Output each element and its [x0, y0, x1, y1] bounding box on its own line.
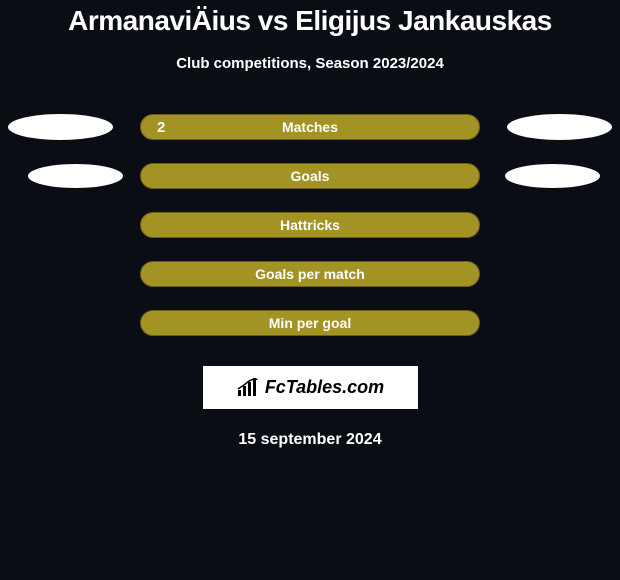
player-right-avatar — [507, 114, 612, 140]
comparison-title: ArmanaviÄius vs Eligijus Jankauskas — [68, 5, 552, 37]
stat-label: Goals — [291, 168, 330, 184]
chart-icon — [236, 378, 260, 398]
stat-bar: Hattricks — [140, 212, 480, 238]
player-left-avatar — [8, 114, 113, 140]
stat-value-left: 2 — [157, 119, 165, 136]
stat-row-goals-per-match: Goals per match — [0, 261, 620, 287]
stats-container: 2 Matches Goals Hattricks Goals per matc… — [0, 114, 620, 336]
stat-bar: 2 Matches — [140, 114, 480, 140]
branding-text: FcTables.com — [265, 377, 384, 398]
stat-bar: Goals — [140, 163, 480, 189]
stat-row-matches: 2 Matches — [0, 114, 620, 140]
player-left-avatar — [28, 164, 123, 188]
branding-box[interactable]: FcTables.com — [203, 366, 418, 409]
stat-row-goals: Goals — [0, 163, 620, 189]
comparison-subtitle: Club competitions, Season 2023/2024 — [176, 55, 444, 72]
stat-label: Hattricks — [280, 217, 340, 233]
stat-bar: Min per goal — [140, 310, 480, 336]
stat-label: Min per goal — [269, 315, 351, 331]
stat-label: Matches — [282, 119, 338, 135]
stat-row-hattricks: Hattricks — [0, 212, 620, 238]
stat-bar: Goals per match — [140, 261, 480, 287]
stat-label: Goals per match — [255, 266, 365, 282]
player-right-avatar — [505, 164, 600, 188]
stat-row-min-per-goal: Min per goal — [0, 310, 620, 336]
date-text: 15 september 2024 — [238, 431, 381, 449]
